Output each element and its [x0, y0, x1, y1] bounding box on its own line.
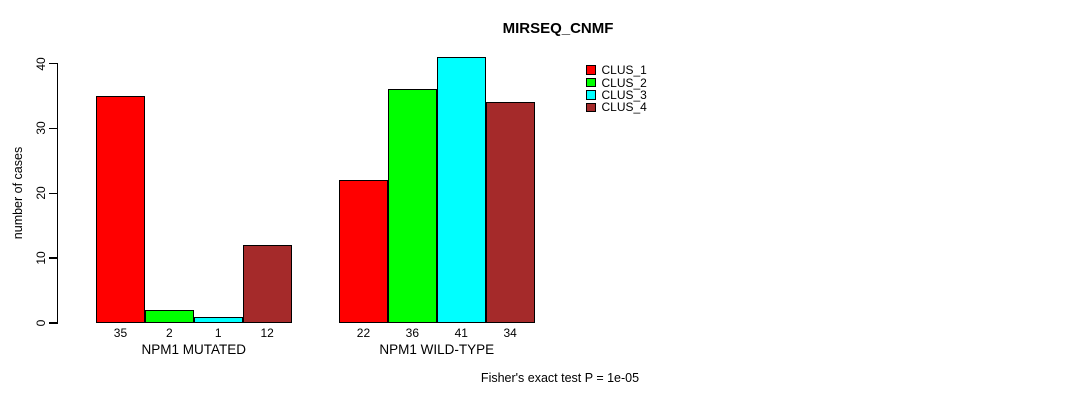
legend-label: CLUS_1: [601, 63, 647, 78]
y-tick-mark: [48, 127, 57, 130]
y-tick-mark: [48, 192, 57, 194]
bar-value-label: 41: [454, 326, 468, 340]
y-tick-label: 30: [34, 121, 48, 136]
bar-value-label: 12: [260, 326, 274, 340]
y-axis-label: number of cases: [11, 146, 25, 240]
bar-clus_4-group2: [485, 102, 535, 323]
legend-item-clus_3: CLUS_3: [586, 89, 647, 101]
annotation-fisher-test: Fisher's exact test P = 1e-05: [480, 371, 640, 385]
y-tick-label: 40: [34, 56, 48, 71]
y-tick-label: 0: [34, 319, 48, 327]
bar-clus_2-group2: [387, 89, 437, 323]
legend-label: CLUS_3: [601, 87, 647, 102]
legend-label: CLUS_2: [601, 75, 647, 90]
bar-value-label: 34: [503, 326, 517, 340]
bar-value-label: 1: [214, 326, 222, 340]
legend: CLUS_1 CLUS_2 CLUS_3 CLUS_4: [586, 64, 647, 114]
bar-clus_1-group1: [96, 95, 145, 323]
bar-clus_3-group2: [436, 57, 486, 323]
bar-value-label: 22: [356, 326, 371, 340]
y-tick-mark: [48, 257, 57, 259]
bar-value-label: 2: [165, 326, 173, 340]
y-tick-mark: [48, 62, 57, 65]
chart-title: MIRSEQ_CNMF: [502, 20, 614, 37]
y-tick-label: 10: [34, 251, 48, 265]
legend-swatch-clus_3: [586, 90, 596, 100]
bar-clus_4-group1: [242, 245, 292, 323]
y-axis-line: [56, 62, 58, 324]
legend-swatch-clus_2: [586, 77, 596, 88]
y-tick-mark: [48, 322, 57, 324]
x-category-label: NPM1 MUTATED: [141, 341, 247, 357]
y-tick-label: 20: [34, 186, 48, 200]
bar-value-label: 35: [113, 326, 128, 340]
legend-item-clus_4: CLUS_4: [586, 101, 647, 113]
legend-item-clus_1: CLUS_1: [586, 64, 647, 76]
legend-swatch-clus_1: [586, 65, 596, 75]
bar-clus_3-group1: [193, 316, 243, 323]
bar-clus_2-group1: [144, 310, 194, 323]
bar-clus_1-group2: [339, 180, 388, 323]
x-category-label: NPM1 WILD-TYPE: [379, 341, 495, 357]
legend-swatch-clus_4: [586, 102, 596, 113]
legend-item-clus_2: CLUS_2: [586, 75, 647, 90]
bar-value-label: 36: [405, 326, 420, 340]
legend-label: CLUS_4: [601, 100, 647, 115]
